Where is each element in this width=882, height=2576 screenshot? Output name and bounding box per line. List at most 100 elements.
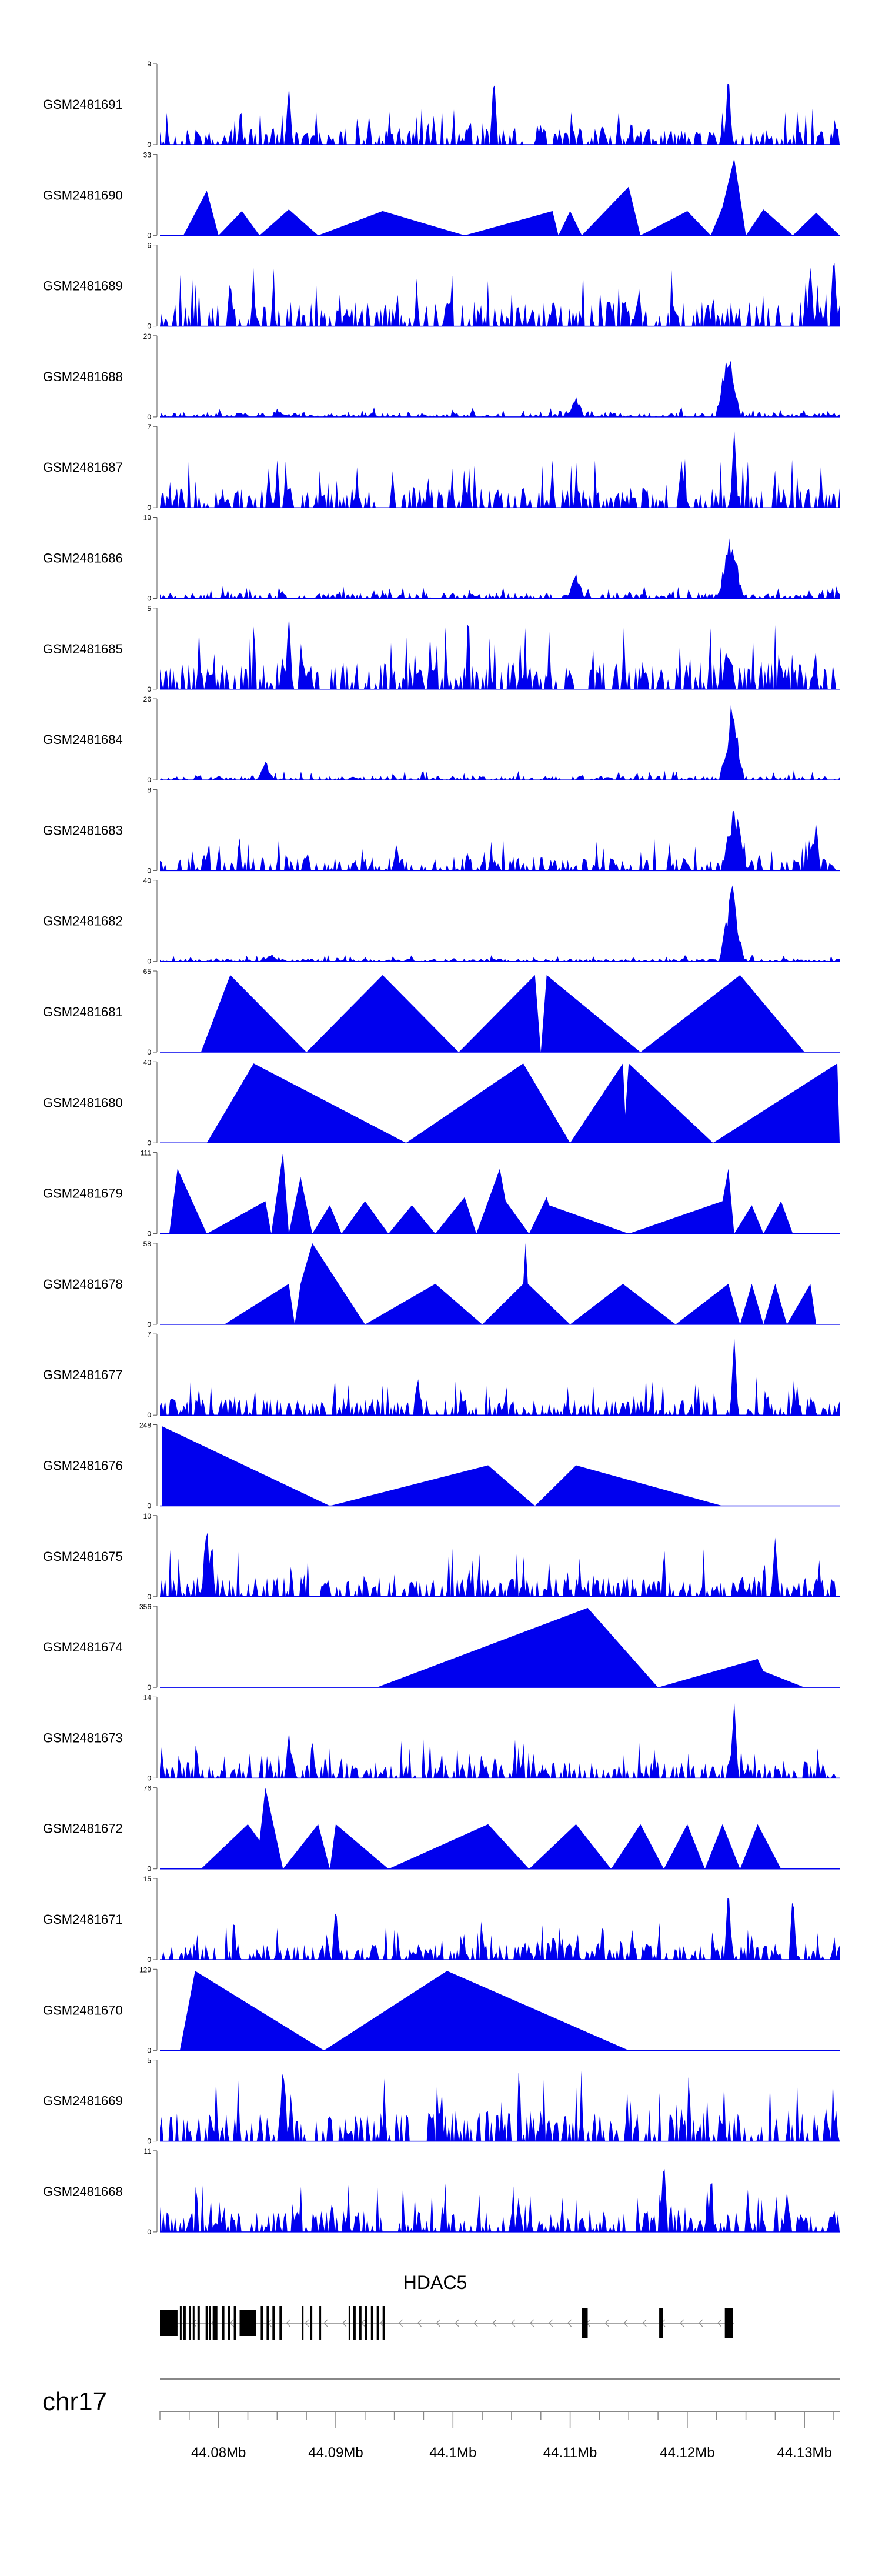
series-area (201, 975, 805, 1052)
track-GSM2481690: GSM2481690 33 0 (43, 151, 840, 239)
exon (365, 2306, 368, 2340)
x-tick-label: 44.11Mb (543, 2445, 597, 2461)
strand-arrow (342, 2319, 347, 2327)
strand-arrow (305, 2319, 309, 2327)
y-axis-max-label: 6 (147, 242, 151, 250)
exon (212, 2306, 218, 2340)
track-label: GSM2481683 (43, 823, 123, 837)
track-GSM2481691: GSM2481691 9 0 (43, 60, 840, 149)
series-area (162, 1426, 723, 1506)
y-axis-zero-label: 0 (147, 1230, 151, 1238)
series-area (160, 885, 840, 962)
y-axis-max-label: 356 (139, 1603, 151, 1611)
track-GSM2481686: GSM2481686 19 0 (43, 514, 840, 603)
track-GSM2481684: GSM2481684 26 0 (43, 695, 840, 784)
y-axis-zero-label: 0 (147, 2046, 151, 2054)
genome-axis: 44.08Mb 44.09Mb 44.1Mb 44.11Mb 44.12Mb 44.13M… (159, 2378, 840, 2461)
series-area (160, 263, 840, 326)
y-axis-zero-label: 0 (147, 595, 151, 603)
series-area (183, 158, 840, 236)
strand-arrow (698, 2319, 703, 2327)
track-label: GSM2481690 (43, 188, 123, 202)
track-GSM2481689: GSM2481689 6 0 (43, 242, 840, 331)
exon (192, 2306, 195, 2340)
y-axis-zero-label: 0 (147, 1048, 151, 1056)
track-label: GSM2481678 (43, 1277, 123, 1292)
y-axis-max-label: 19 (143, 514, 152, 522)
track-label: GSM2481688 (43, 369, 123, 384)
y-axis-max-label: 10 (143, 1512, 152, 1520)
exon (209, 2306, 211, 2340)
exon (319, 2306, 322, 2340)
y-axis-zero-label: 0 (147, 1593, 151, 1601)
track-GSM2481675: GSM2481675 10 0 (43, 1512, 840, 1601)
track-label: GSM2481685 (43, 642, 123, 656)
series-area (160, 2071, 840, 2141)
exon (382, 2306, 385, 2340)
y-axis-max-label: 9 (147, 60, 151, 68)
y-axis-zero-label: 0 (147, 1411, 151, 1419)
gene-label: HDAC5 (403, 2272, 467, 2293)
gene-track: HDAC5 (160, 2272, 734, 2340)
exon (160, 2310, 178, 2336)
strand-arrow (529, 2319, 534, 2327)
track-label: GSM2481669 (43, 2094, 123, 2108)
y-axis-max-label: 7 (147, 423, 151, 431)
exon (228, 2306, 230, 2340)
track-GSM2481682: GSM2481682 40 0 (43, 877, 840, 966)
x-tick-label: 44.12Mb (660, 2445, 714, 2461)
series-area (160, 1898, 840, 1960)
track-GSM2481685: GSM2481685 5 0 (43, 605, 840, 693)
x-tick-label: 44.08Mb (191, 2445, 246, 2461)
y-axis-zero-label: 0 (147, 1774, 151, 1782)
y-axis-zero-label: 0 (147, 322, 151, 331)
y-axis-zero-label: 0 (147, 776, 151, 784)
y-axis-max-label: 11 (144, 2147, 152, 2155)
strand-arrow (323, 2319, 328, 2327)
series-area (160, 1533, 840, 1597)
y-axis-zero-label: 0 (147, 1320, 151, 1329)
track-GSM2481680: GSM2481680 40 0 (43, 1058, 840, 1147)
exon (233, 2306, 236, 2340)
y-axis-zero-label: 0 (147, 1956, 151, 1964)
exon (260, 2306, 263, 2340)
series-area (169, 1152, 793, 1234)
track-label: GSM2481671 (43, 1912, 123, 1927)
y-axis-max-label: 58 (143, 1240, 152, 1248)
exon (302, 2306, 304, 2340)
y-axis-max-label: 5 (147, 605, 151, 613)
strand-arrow (642, 2319, 647, 2327)
strand-arrow (492, 2319, 497, 2327)
y-axis-zero-label: 0 (147, 503, 151, 512)
series-area (160, 810, 840, 871)
track-GSM2481687: GSM2481687 7 0 (43, 423, 840, 512)
series-area (206, 1063, 840, 1143)
track-label: GSM2481677 (43, 1367, 123, 1382)
series-area (376, 1607, 805, 1688)
track-GSM2481681: GSM2481681 65 0 (43, 967, 840, 1056)
series-area (160, 616, 840, 689)
y-axis-zero-label: 0 (147, 1683, 151, 1691)
y-axis-zero-label: 0 (147, 866, 151, 875)
strand-arrow (623, 2319, 628, 2327)
y-axis-zero-label: 0 (147, 957, 151, 966)
exon (724, 2308, 733, 2338)
strand-arrow (473, 2319, 478, 2327)
strand-arrow (548, 2319, 553, 2327)
track-GSM2481676: GSM2481676 248 0 (43, 1422, 840, 1510)
track-GSM2481668: GSM2481668 11 0 (43, 2147, 840, 2236)
exon (266, 2306, 269, 2340)
track-GSM2481671: GSM2481671 15 0 (43, 1875, 840, 1964)
track-label: GSM2481689 (43, 279, 123, 293)
exon (359, 2306, 362, 2340)
track-label: GSM2481676 (43, 1459, 123, 1473)
y-axis-max-label: 14 (143, 1693, 152, 1701)
x-tick-label: 44.1Mb (429, 2445, 476, 2461)
track-GSM2481673: GSM2481673 14 0 (43, 1693, 840, 1782)
strand-arrow (436, 2319, 440, 2327)
track-GSM2481683: GSM2481683 8 0 (43, 786, 840, 875)
y-axis-zero-label: 0 (147, 1865, 151, 1873)
series-area (160, 1336, 840, 1416)
series-area (224, 1243, 817, 1324)
